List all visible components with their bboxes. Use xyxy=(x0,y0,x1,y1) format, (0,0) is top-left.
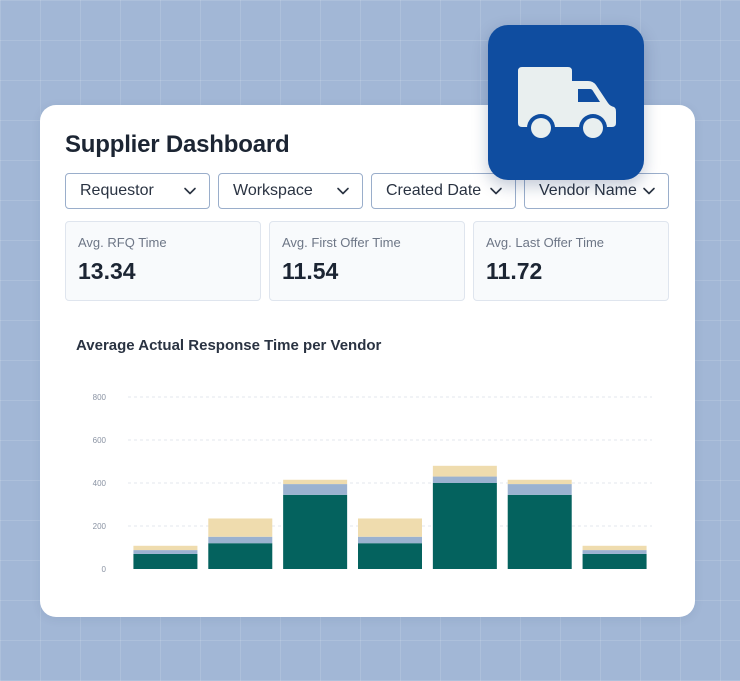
bar-segment-2 xyxy=(582,550,647,554)
bar-segment-1 xyxy=(358,543,422,569)
bar-segment-1 xyxy=(582,553,647,569)
bar-segment-3 xyxy=(208,518,273,537)
filter-created-date-dropdown[interactable]: Created Date xyxy=(371,173,516,209)
bar-segment-2 xyxy=(208,536,273,544)
stat-label: Avg. RFQ Time xyxy=(78,235,167,250)
bar-segment-3 xyxy=(507,479,572,485)
bar-segment-1 xyxy=(208,543,273,569)
dashboard-card: Supplier Dashboard Requestor Workspace C… xyxy=(40,105,695,617)
stat-value: 13.34 xyxy=(78,258,136,284)
bar-segment-2 xyxy=(283,484,348,495)
y-tick-label: 400 xyxy=(93,479,107,488)
filter-workspace-dropdown[interactable]: Workspace xyxy=(218,173,363,209)
chevron-down-icon xyxy=(490,187,502,195)
bar-segment-3 xyxy=(133,545,198,551)
stat-value: 11.54 xyxy=(282,258,339,284)
chart-title: Average Actual Response Time per Vendor xyxy=(76,337,382,354)
stat-card-first-offer-time: Avg. First Offer Time 11.54 xyxy=(269,221,465,301)
truck-badge xyxy=(488,25,644,180)
filter-label: Vendor Name xyxy=(539,182,637,199)
bar-segment-3 xyxy=(582,545,647,551)
y-tick-label: 0 xyxy=(102,565,107,574)
bar-segment-1 xyxy=(507,494,572,569)
chevron-down-icon xyxy=(184,187,196,195)
bar-segment-1 xyxy=(432,483,497,569)
stat-label: Avg. First Offer Time xyxy=(282,235,401,250)
bar-segment-2 xyxy=(432,476,497,483)
bar-segment-3 xyxy=(283,479,348,485)
y-tick-label: 800 xyxy=(93,393,107,402)
filter-label: Created Date xyxy=(386,182,482,199)
y-tick-label: 600 xyxy=(93,436,107,445)
bar-segment-3 xyxy=(432,465,497,477)
bar-segment-2 xyxy=(133,550,198,554)
response-time-bar-chart: 0 200 400 600 800 xyxy=(93,393,652,574)
filter-label: Requestor xyxy=(80,182,154,199)
truck-icon xyxy=(518,66,616,141)
page-title: Supplier Dashboard xyxy=(65,131,290,158)
stat-card-last-offer-time: Avg. Last Offer Time 11.72 xyxy=(473,221,669,301)
filter-label: Workspace xyxy=(233,182,313,199)
stat-label: Avg. Last Offer Time xyxy=(486,235,605,250)
y-tick-label: 200 xyxy=(93,522,107,531)
bar-segment-2 xyxy=(507,484,572,495)
filter-requestor-dropdown[interactable]: Requestor xyxy=(65,173,210,209)
bar-segment-1 xyxy=(283,494,348,569)
chevron-down-icon xyxy=(643,187,655,195)
bar-segment-1 xyxy=(133,553,198,569)
chevron-down-icon xyxy=(337,187,349,195)
stat-value: 11.72 xyxy=(486,258,543,284)
stat-card-rfq-time: Avg. RFQ Time 13.34 xyxy=(65,221,261,301)
bar-segment-3 xyxy=(358,518,422,537)
bar-segment-2 xyxy=(358,536,422,544)
